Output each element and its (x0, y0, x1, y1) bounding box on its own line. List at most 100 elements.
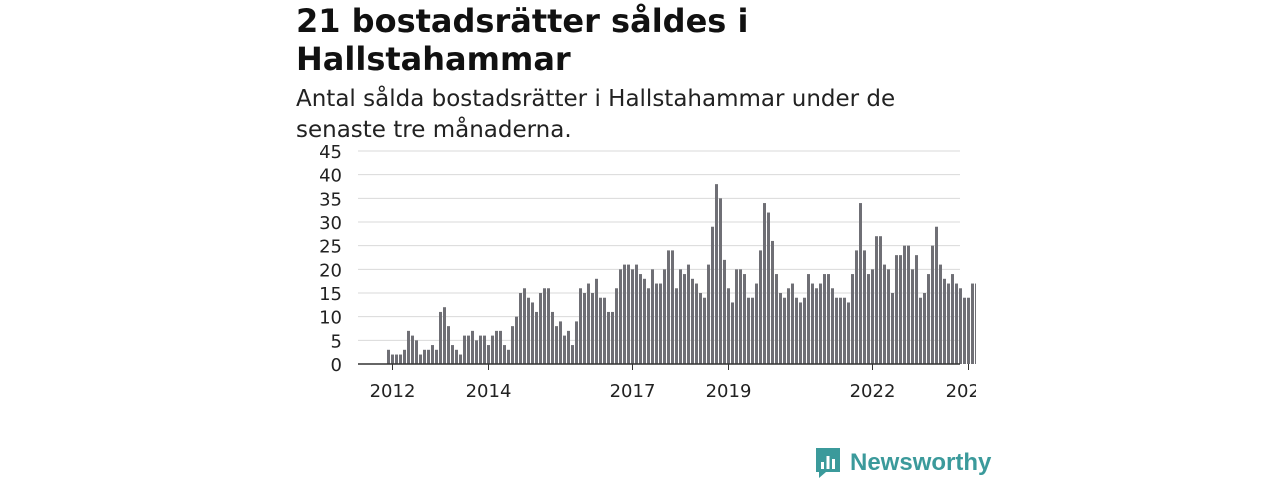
bar (767, 212, 770, 364)
bar (635, 264, 638, 364)
bar (719, 198, 722, 364)
bar (655, 283, 658, 364)
bar (883, 264, 886, 364)
bar (527, 297, 530, 364)
bar (587, 283, 590, 364)
bar (939, 264, 942, 364)
bar (951, 274, 954, 364)
bar (919, 297, 922, 364)
bar (943, 278, 946, 364)
bar (531, 302, 534, 364)
bar (407, 330, 410, 364)
bar (967, 297, 970, 364)
bar (803, 297, 806, 364)
bar (807, 274, 810, 364)
bar (475, 340, 478, 364)
bar (439, 311, 442, 364)
bar (947, 283, 950, 364)
x-tick-label: 2014 (466, 381, 512, 402)
bar (651, 269, 654, 364)
bar (443, 307, 446, 364)
bar (499, 330, 502, 364)
bar (487, 345, 490, 364)
bar (495, 330, 498, 364)
bar (911, 269, 914, 364)
bar (447, 326, 450, 364)
bar (431, 345, 434, 364)
bar (907, 245, 910, 364)
bar (811, 283, 814, 364)
x-tick-label: 2024 (946, 381, 976, 402)
brand: Newsworthy (814, 446, 991, 480)
bar (435, 349, 438, 364)
y-tick-label: 35 (319, 189, 342, 210)
y-tick-label: 45 (319, 142, 342, 163)
bar (759, 250, 762, 364)
bar (735, 269, 738, 364)
bar (795, 297, 798, 364)
bar (687, 264, 690, 364)
bar (611, 311, 614, 364)
bar (567, 330, 570, 364)
x-tick-label: 2017 (610, 381, 656, 402)
bar (703, 297, 706, 364)
bar (975, 283, 976, 364)
bar (575, 321, 578, 364)
bar (699, 293, 702, 364)
bar (671, 250, 674, 364)
bar (695, 283, 698, 364)
bar (959, 288, 962, 364)
bar (615, 288, 618, 364)
bar (727, 288, 730, 364)
y-tick-label: 5 (331, 331, 342, 352)
bar (539, 293, 542, 364)
bar (691, 278, 694, 364)
bar (895, 255, 898, 364)
bar (423, 349, 426, 364)
bar (763, 203, 766, 364)
bar (839, 297, 842, 364)
bar (743, 274, 746, 364)
bar (899, 255, 902, 364)
bar (659, 283, 662, 364)
bar (627, 264, 630, 364)
bar (395, 354, 398, 364)
bar (815, 288, 818, 364)
bar (667, 250, 670, 364)
bar (935, 226, 938, 364)
bar (755, 283, 758, 364)
bar (787, 288, 790, 364)
bar (427, 349, 430, 364)
bar (679, 269, 682, 364)
bar (783, 297, 786, 364)
bar (459, 354, 462, 364)
bar (387, 349, 390, 364)
bar (603, 297, 606, 364)
bar (599, 297, 602, 364)
y-tick-label: 40 (319, 166, 342, 187)
bar (747, 297, 750, 364)
bar (519, 293, 522, 364)
y-tick-label: 30 (319, 213, 342, 234)
bar (507, 349, 510, 364)
bar (535, 311, 538, 364)
bar (775, 274, 778, 364)
x-tick-label: 2019 (706, 381, 752, 402)
bar (831, 288, 834, 364)
bar (955, 283, 958, 364)
bar (971, 283, 974, 364)
bar (847, 302, 850, 364)
bar (663, 269, 666, 364)
bar (827, 274, 830, 364)
chart-title: 21 bostadsrätter såldes i Hallstahammar (296, 2, 749, 78)
x-tick-label: 2012 (370, 381, 416, 402)
bar (399, 354, 402, 364)
bar (799, 302, 802, 364)
bar (855, 250, 858, 364)
bar (835, 297, 838, 364)
bar (875, 236, 878, 364)
bar (463, 335, 466, 364)
bar (411, 335, 414, 364)
bar (479, 335, 482, 364)
